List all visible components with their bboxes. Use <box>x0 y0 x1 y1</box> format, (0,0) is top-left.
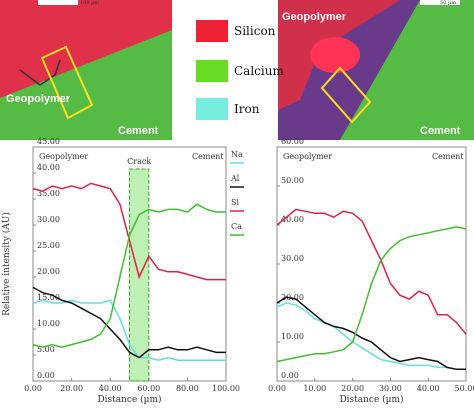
plot-frame <box>32 146 227 382</box>
y-axis-label: Relative intensity (AU) <box>1 212 12 316</box>
legend-label: Iron <box>234 102 260 116</box>
legend-label: Ca <box>231 222 242 231</box>
y-tick-label: 0.00 <box>37 371 55 380</box>
x-tick-label: 40.00 <box>99 384 122 393</box>
plot-text: Cement <box>192 152 224 161</box>
y-tick-label: 10.00 <box>37 319 60 328</box>
map-box <box>40 45 94 120</box>
y-tick-label: 0.00 <box>281 371 299 380</box>
y-tick-label: 60.00 <box>281 137 304 146</box>
map-label: Cement <box>118 125 159 137</box>
series-line <box>276 296 466 371</box>
y-tick-label: 40.00 <box>37 163 60 172</box>
x-tick-label: 40.00 <box>417 384 440 393</box>
y-tick-label: 30.00 <box>281 254 304 263</box>
x-tick-label: 20.00 <box>60 384 83 393</box>
x-tick-label: 30.00 <box>379 384 402 393</box>
x-axis-label: Distance (µm) <box>97 394 161 405</box>
y-tick-label: 25.00 <box>37 241 60 250</box>
legend-label: Al <box>230 174 240 183</box>
map-label: Geopolymer <box>6 93 71 105</box>
x-tick-label: 80.00 <box>176 384 199 393</box>
y-tick-label: 20.00 <box>37 267 60 276</box>
map-region <box>278 0 400 110</box>
scale-bar <box>38 0 78 5</box>
legend-label: Silicon <box>234 24 276 38</box>
map-label: Geopolymer <box>282 11 347 23</box>
y-tick-label: 5.00 <box>37 345 55 354</box>
x-tick-label: 0.00 <box>268 384 286 393</box>
x-axis-label: Distance (µm) <box>339 394 403 405</box>
plot-text: Geopolymer <box>39 152 88 161</box>
y-tick-label: 20.00 <box>281 293 304 302</box>
legend-label: Si <box>231 198 239 207</box>
map-crack <box>19 59 61 86</box>
right-map: 50 µm Geopolymer Cement <box>278 0 474 140</box>
scale-bar <box>420 0 460 5</box>
series-line <box>32 203 226 348</box>
x-tick-label: 0.00 <box>24 384 42 393</box>
legend-swatch <box>196 60 228 82</box>
legend-swatch <box>196 20 228 42</box>
annotation: Crack <box>127 157 151 166</box>
plot-text: Cement <box>432 152 464 161</box>
x-tick-label: 50.00 <box>455 384 474 393</box>
map-box <box>320 66 372 124</box>
legend-swatch <box>196 98 228 120</box>
series-line <box>32 299 226 361</box>
y-tick-label: 10.00 <box>281 332 304 341</box>
y-tick-label: 40.00 <box>281 215 304 224</box>
legend-label: Na <box>231 150 243 159</box>
series-line <box>32 182 226 281</box>
y-tick-label: 50.00 <box>281 176 304 185</box>
plot-frame <box>276 146 467 382</box>
series-line <box>276 226 467 363</box>
x-tick-label: 100.00 <box>212 384 240 393</box>
scale-label: 100 µm <box>80 0 99 6</box>
series-line <box>32 286 226 359</box>
x-tick-label: 10.00 <box>303 384 326 393</box>
y-tick-label: 30.00 <box>37 215 60 224</box>
map-label: Cement <box>420 125 461 137</box>
series-line <box>276 208 467 335</box>
plot-text: Geopolymer <box>283 152 332 161</box>
map-region <box>0 0 172 98</box>
y-tick-label: 15.00 <box>37 293 60 302</box>
x-tick-label: 60.00 <box>137 384 160 393</box>
map-region <box>310 37 360 73</box>
scale-label: 50 µm <box>440 0 456 6</box>
left-map: 100 µm Geopolymer Cement <box>0 0 172 140</box>
y-tick-label: 35.00 <box>37 189 60 198</box>
map-legend: Silicon Calcium Iron <box>196 20 284 120</box>
x-tick-label: 20.00 <box>341 384 364 393</box>
y-tick-label: 45.00 <box>37 137 60 146</box>
legend-label: Calcium <box>234 64 284 78</box>
series-line <box>276 302 466 371</box>
